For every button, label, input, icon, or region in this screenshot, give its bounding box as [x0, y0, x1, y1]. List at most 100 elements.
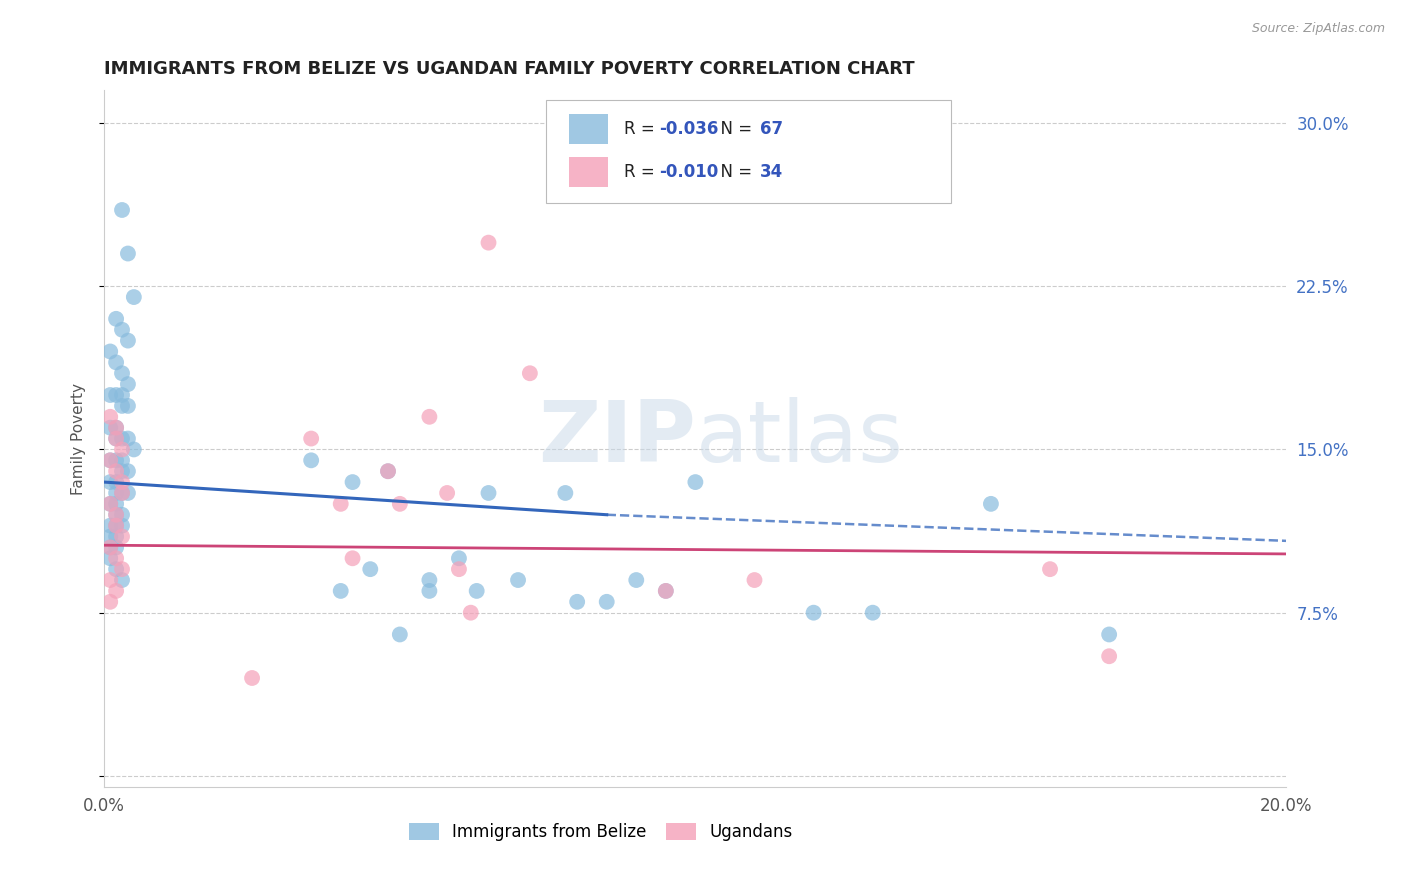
Point	[105, 508, 128, 522]
Point	[342, 475, 364, 489]
Point	[122, 442, 145, 457]
Point	[105, 562, 128, 576]
Point	[98, 453, 121, 467]
Text: ZIP: ZIP	[537, 397, 696, 480]
Point	[98, 344, 121, 359]
Point	[105, 508, 128, 522]
Point	[98, 541, 121, 555]
Point	[342, 551, 364, 566]
Point	[299, 432, 322, 446]
Point	[105, 486, 128, 500]
Y-axis label: Family Poverty: Family Poverty	[72, 383, 86, 494]
Point	[105, 464, 128, 478]
Point	[98, 453, 121, 467]
Text: Source: ZipAtlas.com: Source: ZipAtlas.com	[1251, 22, 1385, 36]
Point	[105, 497, 128, 511]
Point	[98, 518, 121, 533]
Point	[554, 486, 576, 500]
Point	[117, 334, 139, 348]
Point	[477, 486, 499, 500]
Point	[744, 573, 766, 587]
Point	[117, 377, 139, 392]
Point	[111, 388, 134, 402]
Point	[98, 551, 121, 566]
Point	[117, 464, 139, 478]
Point	[98, 573, 121, 587]
Point	[105, 420, 128, 434]
Point	[111, 475, 134, 489]
Point	[418, 573, 440, 587]
Point	[388, 627, 411, 641]
Point	[803, 606, 825, 620]
Point	[111, 486, 134, 500]
Point	[111, 464, 134, 478]
Text: -0.036: -0.036	[659, 120, 718, 137]
Point	[111, 399, 134, 413]
Point	[111, 508, 134, 522]
Point	[98, 497, 121, 511]
Text: N =: N =	[710, 120, 756, 137]
Point	[98, 388, 121, 402]
Point	[111, 432, 134, 446]
Point	[1098, 627, 1121, 641]
Point	[329, 497, 352, 511]
Point	[377, 464, 399, 478]
Point	[111, 453, 134, 467]
Point	[111, 486, 134, 500]
Point	[105, 388, 128, 402]
Point	[98, 595, 121, 609]
Point	[626, 573, 648, 587]
Point	[98, 420, 121, 434]
Point	[117, 432, 139, 446]
Point	[105, 475, 128, 489]
Point	[105, 355, 128, 369]
Point	[1098, 649, 1121, 664]
Text: 67: 67	[761, 120, 783, 137]
Point	[111, 518, 134, 533]
Point	[111, 442, 134, 457]
Text: atlas: atlas	[696, 397, 904, 480]
Point	[329, 583, 352, 598]
Point	[98, 497, 121, 511]
Legend: Immigrants from Belize, Ugandans: Immigrants from Belize, Ugandans	[402, 817, 800, 848]
Point	[436, 486, 458, 500]
Point	[567, 595, 589, 609]
Point	[655, 583, 678, 598]
Point	[111, 573, 134, 587]
Point	[359, 562, 381, 576]
Point	[655, 583, 678, 598]
Point	[1039, 562, 1062, 576]
Text: R =: R =	[624, 163, 659, 181]
Point	[98, 475, 121, 489]
Point	[98, 409, 121, 424]
Point	[447, 551, 470, 566]
Point	[685, 475, 707, 489]
Point	[111, 562, 134, 576]
Point	[980, 497, 1002, 511]
Point	[111, 366, 134, 380]
Point	[111, 323, 134, 337]
Point	[105, 432, 128, 446]
Point	[388, 497, 411, 511]
Point	[117, 486, 139, 500]
Point	[418, 409, 440, 424]
Point	[111, 529, 134, 543]
Point	[105, 518, 128, 533]
Point	[98, 529, 121, 543]
Point	[447, 562, 470, 576]
Point	[105, 453, 128, 467]
Text: -0.010: -0.010	[659, 163, 718, 181]
Point	[299, 453, 322, 467]
Point	[477, 235, 499, 250]
Point	[105, 583, 128, 598]
Text: R =: R =	[624, 120, 659, 137]
Point	[418, 583, 440, 598]
Text: IMMIGRANTS FROM BELIZE VS UGANDAN FAMILY POVERTY CORRELATION CHART: IMMIGRANTS FROM BELIZE VS UGANDAN FAMILY…	[104, 60, 915, 78]
Point	[105, 518, 128, 533]
Point	[465, 583, 488, 598]
Point	[506, 573, 529, 587]
Point	[519, 366, 541, 380]
Text: 34: 34	[761, 163, 783, 181]
Point	[111, 202, 134, 217]
Point	[105, 529, 128, 543]
